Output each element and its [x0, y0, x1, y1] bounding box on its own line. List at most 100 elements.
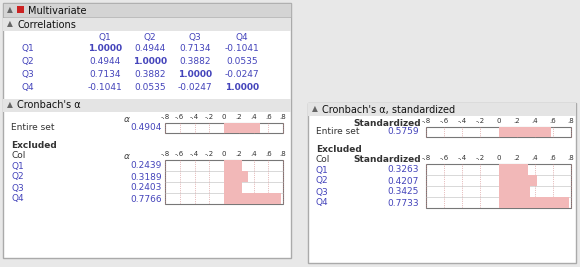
Text: 1.0000: 1.0000: [225, 83, 259, 92]
Bar: [308, 103, 576, 263]
Text: Correlations: Correlations: [17, 19, 76, 29]
Text: 0.3263: 0.3263: [387, 166, 419, 175]
Text: -.2: -.2: [205, 114, 214, 120]
Text: .2: .2: [513, 155, 520, 161]
Text: 0.7766: 0.7766: [130, 194, 162, 203]
Text: .2: .2: [235, 114, 242, 120]
Text: Q3: Q3: [188, 33, 201, 42]
Bar: [224, 182, 242, 193]
Bar: [498, 127, 550, 137]
Bar: [224, 123, 260, 133]
Text: .6: .6: [549, 155, 556, 161]
Text: 0.4904: 0.4904: [130, 123, 162, 132]
Text: 0.3882: 0.3882: [134, 70, 166, 79]
Text: -.6: -.6: [440, 155, 449, 161]
Text: Multivariate: Multivariate: [28, 6, 86, 15]
Text: .2: .2: [235, 151, 242, 157]
Text: .6: .6: [265, 114, 271, 120]
Text: 0.3189: 0.3189: [130, 172, 162, 182]
Bar: [3, 3, 291, 17]
Text: -.6: -.6: [175, 151, 184, 157]
Text: Q2: Q2: [21, 57, 34, 66]
Text: 0.2403: 0.2403: [130, 183, 162, 193]
Text: -.4: -.4: [190, 151, 199, 157]
Text: .8: .8: [568, 118, 574, 124]
Text: Standardized: Standardized: [353, 119, 421, 128]
Bar: [224, 160, 242, 171]
Text: Q3: Q3: [11, 183, 24, 193]
Text: 0.7733: 0.7733: [387, 198, 419, 207]
Text: 0.7134: 0.7134: [179, 44, 211, 53]
Bar: [426, 127, 571, 137]
Text: 0.3425: 0.3425: [387, 187, 419, 197]
Text: .4: .4: [250, 151, 257, 157]
Text: .6: .6: [549, 118, 556, 124]
Text: Cronbach's α, standardized: Cronbach's α, standardized: [322, 104, 455, 115]
Text: α: α: [124, 152, 130, 161]
Text: Q4: Q4: [235, 33, 248, 42]
Text: 1.0000: 1.0000: [133, 57, 167, 66]
Text: 1.0000: 1.0000: [88, 44, 122, 53]
Text: -0.1041: -0.1041: [88, 83, 122, 92]
Text: -.4: -.4: [458, 118, 467, 124]
Text: Cronbach's α: Cronbach's α: [17, 100, 81, 111]
Text: -.8: -.8: [161, 114, 169, 120]
Bar: [165, 160, 283, 204]
Text: Col: Col: [316, 155, 331, 164]
Text: .8: .8: [280, 114, 287, 120]
Text: .4: .4: [531, 118, 538, 124]
Bar: [498, 175, 536, 186]
Text: ▲: ▲: [7, 5, 13, 14]
Text: Q1: Q1: [99, 33, 111, 42]
Text: -.2: -.2: [205, 151, 214, 157]
Text: 0.2439: 0.2439: [130, 162, 162, 171]
Text: 0.7134: 0.7134: [89, 70, 121, 79]
Text: Q1: Q1: [316, 166, 329, 175]
Text: 0: 0: [496, 155, 501, 161]
Text: ▲: ▲: [312, 104, 318, 113]
Bar: [498, 164, 528, 175]
Bar: [3, 18, 291, 31]
Text: .8: .8: [568, 155, 574, 161]
Text: α: α: [124, 115, 130, 124]
Bar: [224, 171, 248, 182]
Text: 0.0535: 0.0535: [134, 83, 166, 92]
Text: Excluded: Excluded: [316, 145, 362, 154]
Text: Q4: Q4: [21, 83, 34, 92]
Text: 0: 0: [222, 114, 226, 120]
Bar: [498, 186, 530, 197]
Text: -.8: -.8: [422, 155, 430, 161]
Text: .8: .8: [280, 151, 287, 157]
Text: -.2: -.2: [476, 155, 485, 161]
Text: Q1: Q1: [21, 44, 34, 53]
Bar: [224, 193, 281, 204]
Text: 0.4207: 0.4207: [387, 176, 419, 186]
Text: Standardized: Standardized: [353, 155, 421, 164]
Text: Q3: Q3: [316, 187, 329, 197]
Text: Q2: Q2: [316, 176, 329, 186]
Text: .4: .4: [531, 155, 538, 161]
Text: 0: 0: [496, 118, 501, 124]
Text: Entire set: Entire set: [316, 127, 360, 136]
Text: -0.0247: -0.0247: [224, 70, 259, 79]
Text: 0.5759: 0.5759: [387, 127, 419, 136]
Text: .4: .4: [250, 114, 257, 120]
Text: -0.0247: -0.0247: [177, 83, 212, 92]
Text: -.4: -.4: [190, 114, 199, 120]
Text: 0: 0: [222, 151, 226, 157]
Bar: [3, 3, 291, 258]
Text: 0.4944: 0.4944: [89, 57, 121, 66]
Text: 0.0535: 0.0535: [226, 57, 258, 66]
Text: ▲: ▲: [7, 19, 13, 29]
Text: Q3: Q3: [21, 70, 34, 79]
Text: Q2: Q2: [11, 172, 24, 182]
Text: -.4: -.4: [458, 155, 467, 161]
Text: .6: .6: [265, 151, 271, 157]
Text: Entire set: Entire set: [11, 123, 55, 132]
Text: Q4: Q4: [316, 198, 329, 207]
Bar: [308, 103, 576, 116]
Text: -0.1041: -0.1041: [224, 44, 259, 53]
Text: -.8: -.8: [422, 118, 430, 124]
Text: 1.0000: 1.0000: [178, 70, 212, 79]
Bar: [426, 164, 571, 208]
